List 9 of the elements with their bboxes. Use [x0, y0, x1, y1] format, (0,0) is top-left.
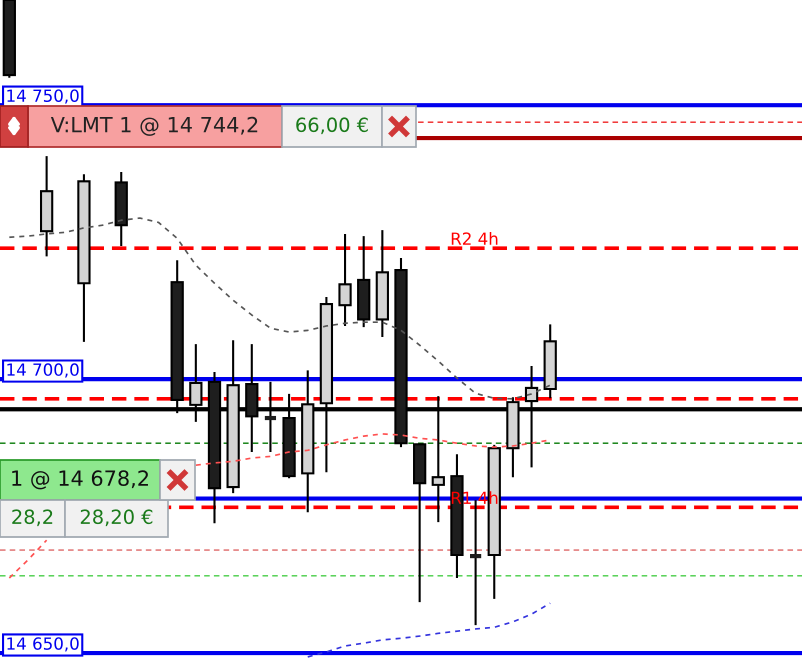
y-tick-label: 14 750,0 [7, 89, 79, 104]
annotation: 66,00 € [296, 117, 368, 134]
annotation: 1 @ 14 678,2 [12, 470, 148, 490]
annotation: 28,20 € [80, 509, 152, 526]
annotation: 28,2 [12, 509, 52, 526]
annotation: V:LMT 1 @ 14 744,2 [50, 116, 258, 136]
y-tick-label: 14 650,0 [7, 637, 79, 652]
y-tick-label: 14 700,0 [7, 363, 79, 378]
ref-line-label: R2 4h [452, 232, 498, 245]
